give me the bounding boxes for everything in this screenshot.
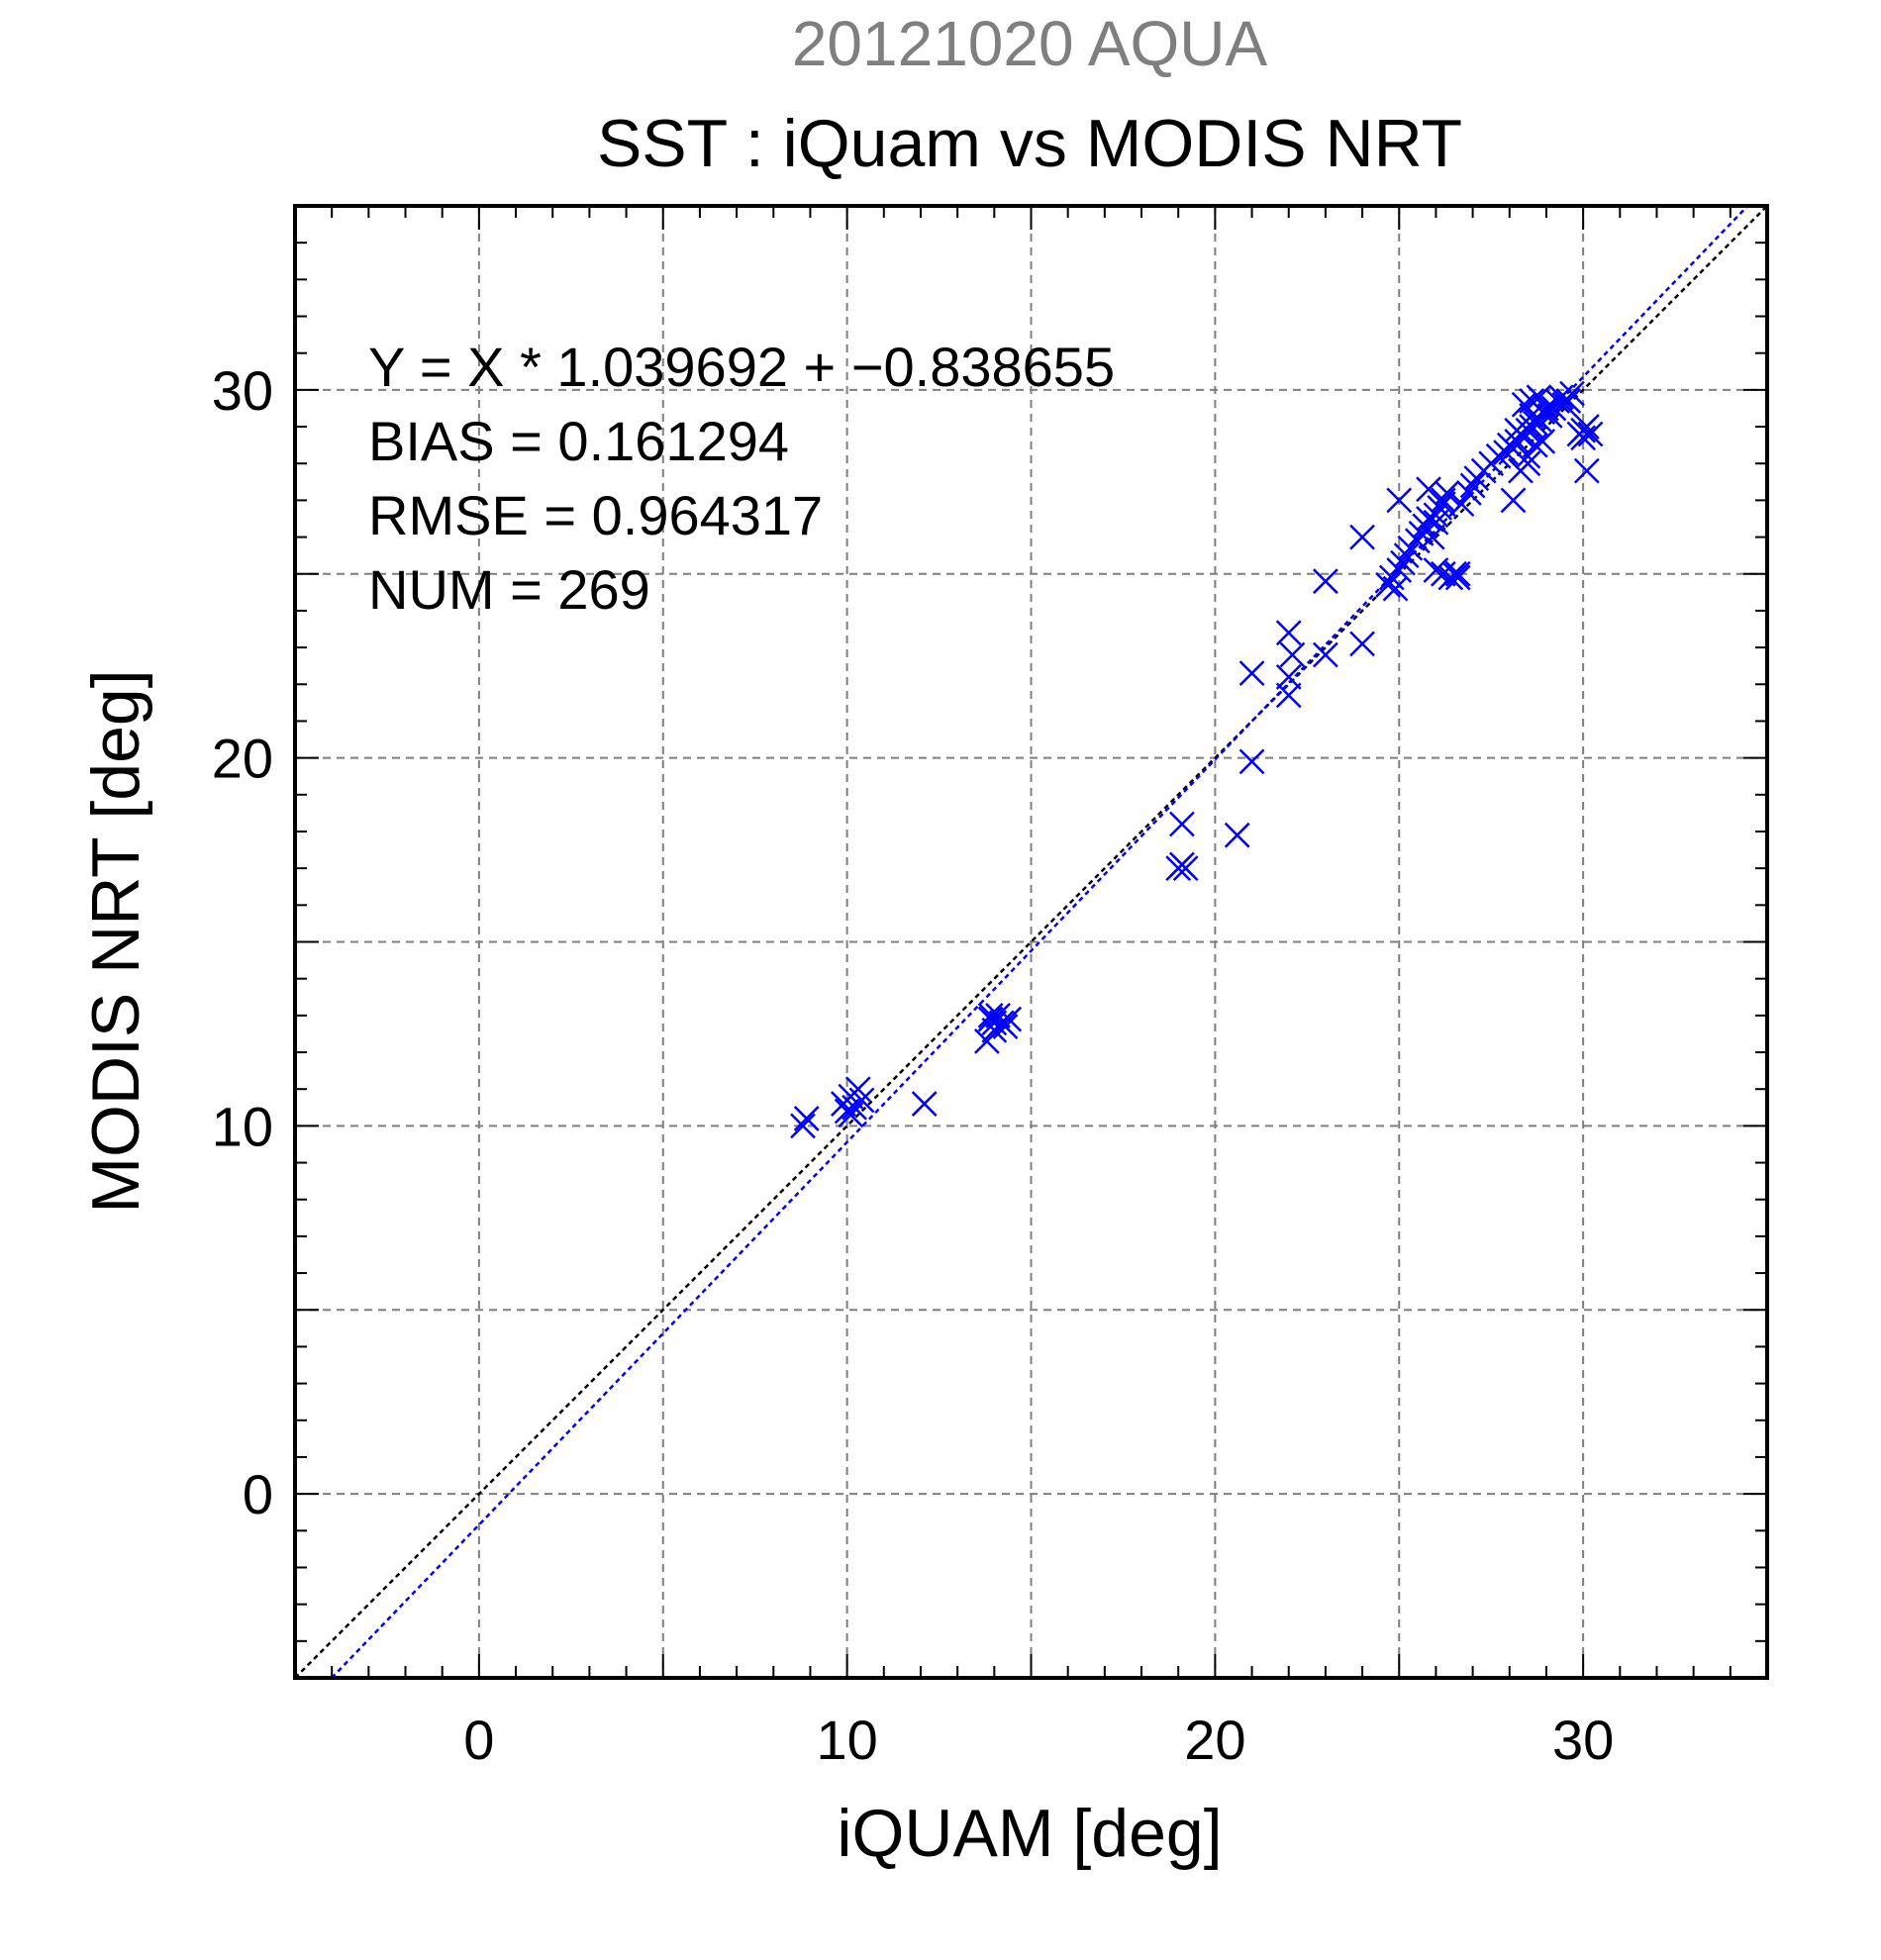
stats-num: NUM = 269 [368,558,650,621]
y-tick-label: 0 [243,1463,273,1525]
data-point [848,1087,875,1114]
data-point [911,1091,938,1117]
data-point [1444,564,1471,591]
data-point [1423,502,1449,529]
stats-rmse: RMSE = 0.964317 [368,484,823,546]
data-point [1555,388,1582,414]
data-point [838,1102,864,1128]
plot-frame [293,204,1769,1680]
y-tick-label: 30 [212,359,273,422]
data-point [1238,748,1265,775]
x-tick-label: 20 [1184,1709,1245,1771]
data-point [1536,403,1563,429]
chart-title: SST : iQuam vs MODIS NRT [597,106,1462,181]
y-tick-label: 10 [212,1095,273,1157]
data-point [1313,568,1338,595]
data-point [1423,509,1449,536]
data-point [1559,380,1585,407]
data-point [1275,620,1302,646]
tick-labels: 0 10 20 30 0 10 20 30 [212,359,1615,1771]
data-point [1349,524,1375,550]
data-point [1459,472,1486,499]
stats-box: Y = X * 1.039692 + −0.838655 BIAS = 0.16… [368,336,1115,621]
y-axis-label: MODIS NRT [deg] [78,669,153,1213]
data-point [1386,487,1413,514]
x-axis-label: iQUAM [deg] [837,1796,1222,1871]
data-point [1448,491,1475,518]
data-point [1169,811,1195,837]
data-point [1515,450,1541,477]
x-tick-label: 30 [1552,1709,1614,1771]
data-point [1275,682,1302,709]
stats-equation: Y = X * 1.039692 + −0.838655 [368,336,1115,398]
data-point [1375,572,1401,598]
data-point [1444,560,1471,587]
data-point [790,1113,816,1139]
data-point [1279,641,1306,668]
data-point [977,1002,1004,1029]
data-point [1430,491,1456,518]
data-point [1437,564,1464,591]
data-point [1349,631,1375,657]
data-point [1390,549,1416,576]
data-point [1530,429,1556,454]
data-point [981,1010,1008,1036]
data-point [1423,557,1449,583]
x-tick-label: 0 [463,1709,494,1771]
data-point [1238,660,1265,687]
data-point [1455,480,1482,506]
data-points [790,380,1604,1139]
x-tick-label: 10 [816,1709,877,1771]
data-point [1519,403,1544,429]
data-point [1313,641,1338,668]
data-point [974,1028,1000,1054]
stats-bias: BIAS = 0.161294 [368,410,789,472]
data-point [793,1106,820,1131]
data-point [1511,391,1537,418]
data-point [1522,432,1548,458]
data-point [1386,557,1413,583]
chart-date-title: 20121020 AQUA [792,8,1268,79]
data-point [1500,487,1527,514]
data-point [1393,542,1420,569]
data-point [1570,417,1597,443]
data-point [1275,663,1302,690]
data-point [1419,524,1445,550]
data-point [1577,421,1604,447]
y-tick-label: 20 [212,728,273,790]
grid-lines [295,206,1767,1678]
data-point [1224,822,1250,848]
data-point [1573,457,1600,484]
data-point [1172,855,1199,882]
